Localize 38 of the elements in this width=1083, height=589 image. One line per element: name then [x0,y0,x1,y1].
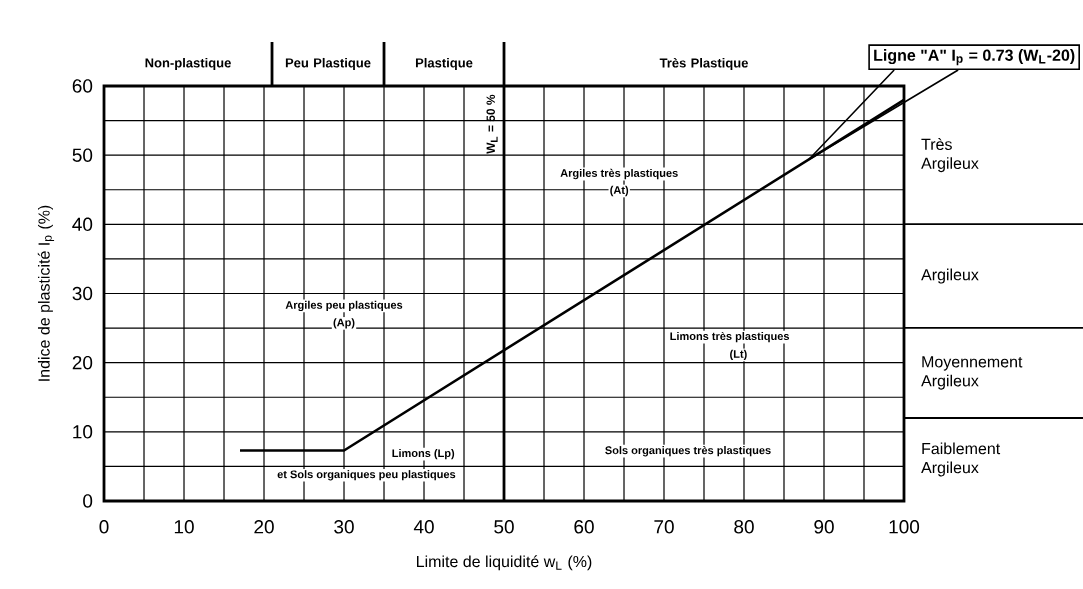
text: Moyennement Argileux [921,356,1023,390]
x-tick-label: 10 [174,520,194,534]
x-tick-label: 40 [413,520,434,534]
annotation: Argiles peu plastiques [285,300,403,312]
annotation: (Ap) [333,318,355,329]
y-tick-label: 0 [83,494,93,508]
x-axis-title: Limite de liquidité w$_{L}$ (%) [417,555,592,571]
x-tick-label: 90 [814,520,834,534]
x-tick-label: 20 [254,520,274,534]
x-tick-label: 30 [334,520,354,534]
x-tick-label: 0 [99,520,109,534]
x-tick-label: 80 [734,520,754,534]
text: Ligne "A" I$_{p}$ = 0.73 (W$_{L}$-20) [874,49,1075,66]
text: Non-plastique [145,57,231,71]
annotation: (Lt) [730,349,747,361]
annotation: et Sols organiques peu plastiques [277,470,456,481]
text: Argileux [921,268,979,284]
text: Faiblement Argileux [921,442,1001,477]
x-tick-label: 60 [574,520,594,534]
text: Très Plastique [659,57,748,71]
x-tick-label: 100 [889,520,920,534]
text: Peu Plastique [285,57,371,71]
y-tick-label: 50 [72,148,93,162]
text: Très Argileux [921,138,979,173]
y-tick-label: 10 [73,425,93,439]
annotation: Sols organiques très plastiques [605,446,771,457]
text: Plastique [415,57,473,71]
annotation: Limons très plastiques [670,331,790,343]
annotation: (At) [610,185,629,197]
y-tick-label: 40 [72,217,93,232]
y-tick-label: 60 [72,79,93,93]
x-tick-label: 50 [494,520,514,534]
y-axis-title: Indice de plasticité I$_{p}$ (%) [37,205,55,381]
x-tick-label: 70 [654,520,674,534]
annotation: Argiles très plastiques [560,168,678,180]
y-tick-label: 20 [72,355,93,370]
y-tick-label: 30 [72,286,93,301]
annotation: Limons (Lp) [392,448,455,460]
